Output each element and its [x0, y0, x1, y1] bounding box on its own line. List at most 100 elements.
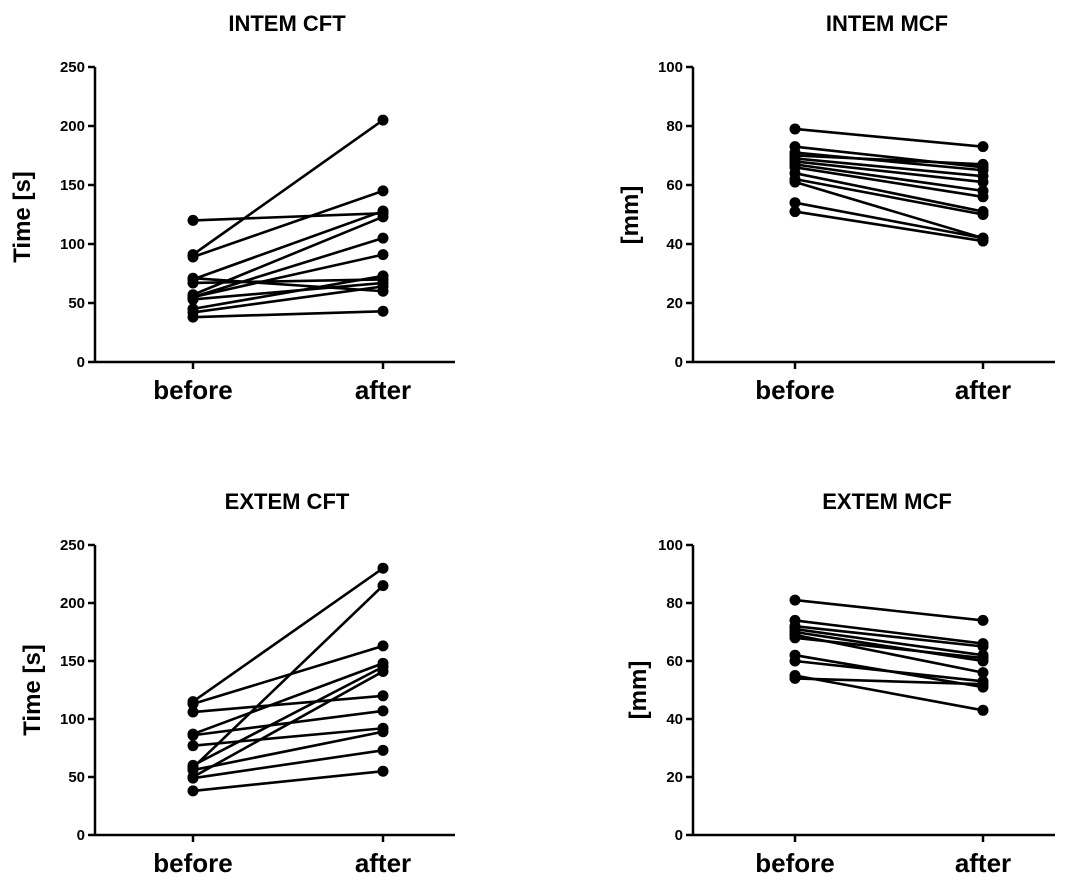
series-line [192, 309, 384, 319]
series-line [192, 749, 384, 780]
series-line [794, 636, 984, 660]
data-point-after [977, 158, 989, 170]
series-line [794, 163, 984, 193]
series-line [794, 210, 984, 243]
y-tick-label: 40 [666, 236, 683, 253]
data-point-before [187, 214, 199, 226]
series-line [192, 694, 384, 714]
data-point-after [977, 209, 989, 220]
series-line [794, 171, 984, 213]
y-tick-label: 0 [77, 354, 85, 371]
data-point-before [187, 706, 199, 718]
series-line [794, 151, 984, 172]
y-axis-label: [mm] [617, 186, 644, 245]
y-axis-label: Time [s] [9, 171, 36, 263]
x-category-label: after [355, 848, 411, 878]
y-tick-label: 100 [60, 711, 85, 728]
series-line [192, 662, 384, 736]
series-line [192, 274, 384, 311]
series-line [794, 677, 984, 686]
x-category-label: before [153, 375, 232, 405]
data-point-after [377, 690, 389, 702]
series-line [794, 160, 984, 184]
data-point-after [377, 562, 389, 574]
data-point-after [377, 665, 389, 677]
data-point-after [977, 704, 989, 716]
series-line [192, 567, 384, 703]
series-line [192, 726, 384, 747]
series-line [794, 598, 984, 622]
series-line [794, 127, 984, 148]
data-point-after [377, 211, 389, 223]
y-tick-label: 250 [60, 59, 85, 76]
series-line [794, 659, 984, 683]
y-tick-label: 50 [68, 295, 85, 312]
series-line [794, 624, 984, 648]
series-line [192, 236, 384, 299]
series-line [192, 189, 384, 259]
x-category-label: before [153, 848, 232, 878]
series-line [192, 730, 384, 772]
series-line [794, 627, 984, 657]
data-point-after [977, 678, 989, 690]
data-point-before [789, 632, 801, 644]
y-tick-label: 50 [68, 769, 85, 786]
data-point-before [187, 293, 199, 305]
y-tick-label: 200 [60, 118, 85, 135]
data-point-after [977, 176, 989, 188]
y-tick-label: 80 [666, 595, 683, 612]
data-point-after [377, 270, 389, 282]
chart-panel: EXTEM CFT Time [s] 0 50 100 150 200 250 before af… [19, 489, 455, 878]
series-line [794, 154, 984, 166]
y-tick-label: 20 [666, 769, 683, 786]
data-point-after [377, 185, 389, 197]
y-tick-label: 80 [666, 118, 683, 135]
data-point-after [377, 726, 389, 738]
chart-panel: EXTEM MCF [mm] 0 20 40 60 80 100 before after [625, 489, 1055, 878]
series-line [192, 584, 384, 769]
data-point-after [377, 765, 389, 777]
data-point-before [187, 785, 199, 797]
y-tick-label: 0 [675, 354, 683, 371]
series-line [794, 166, 984, 199]
chart-title: EXTEM CFT [225, 489, 350, 514]
series-line [192, 209, 384, 281]
data-point-before [187, 311, 199, 323]
y-tick-label: 60 [666, 653, 683, 670]
series-line [192, 769, 384, 793]
y-tick-label: 20 [666, 295, 683, 312]
series-line [794, 674, 984, 712]
series-line [192, 253, 384, 299]
data-point-before [789, 123, 801, 135]
y-tick-label: 0 [675, 827, 683, 844]
data-point-before [789, 176, 801, 188]
y-tick-label: 200 [60, 595, 85, 612]
data-point-after [377, 232, 389, 244]
series-line [794, 157, 984, 178]
data-point-after [377, 280, 389, 292]
y-tick-label: 150 [60, 177, 85, 194]
data-point-after [977, 191, 989, 203]
data-point-after [977, 614, 989, 626]
chart-title: EXTEM MCF [822, 489, 952, 514]
series-line [794, 201, 984, 240]
data-point-before [187, 772, 199, 784]
series-line [192, 212, 384, 222]
series-line [794, 619, 984, 645]
series-line [192, 285, 384, 314]
series-line [192, 665, 384, 767]
x-category-label: after [955, 848, 1011, 878]
data-point-after [977, 235, 989, 247]
data-point-before [789, 197, 801, 209]
y-tick-label: 60 [666, 177, 683, 194]
y-tick-label: 100 [60, 236, 85, 253]
x-category-label: before [755, 375, 834, 405]
data-point-before [187, 740, 199, 752]
x-category-label: after [355, 375, 411, 405]
chart-panel: INTEM CFT Time [s] 0 50 100 150 200 250 before af… [9, 11, 455, 405]
data-point-before [187, 729, 199, 741]
y-axis-label: [mm] [625, 661, 652, 720]
data-point-before [789, 206, 801, 218]
data-point-after [377, 640, 389, 652]
